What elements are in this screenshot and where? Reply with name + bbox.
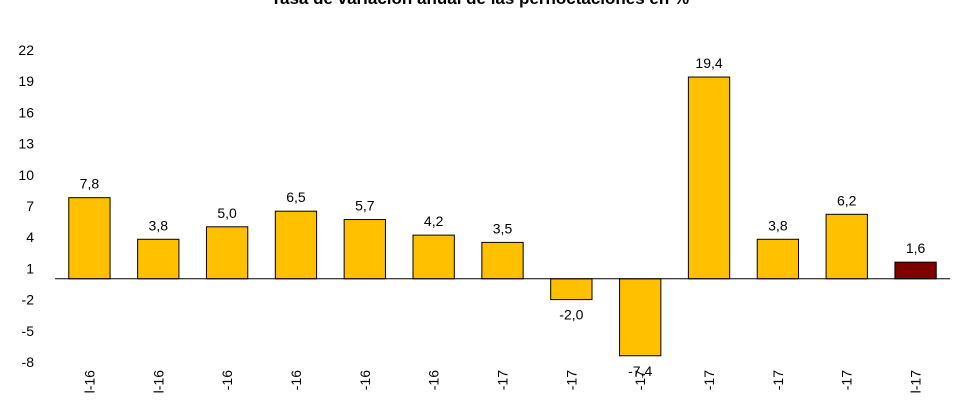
- bar: [68, 197, 111, 280]
- data-label: 3,5: [493, 220, 513, 236]
- y-tick-label: -5: [22, 323, 35, 339]
- y-tick-label: 10: [18, 167, 34, 183]
- x-tick-label: l-16: [81, 370, 97, 394]
- data-label: -7,4: [628, 363, 652, 379]
- bar: [205, 226, 249, 280]
- y-axis-ticks: 22 19 16 13 10 7 4 1 -2 -5 -8: [18, 42, 34, 370]
- x-tick-label: -17: [495, 370, 511, 390]
- data-labels-group: 7,8 3,8 5,0 6,5 5,7 4,2 3,5 -2,0 -7,4 19,4 3,8 6,2 1…: [80, 55, 926, 379]
- x-axis-labels: l-16 l-16 -16 -16 -16 -16 -17 -17 -17 -17 -17 -17 l-…: [81, 370, 923, 394]
- data-label: 4,2: [424, 213, 444, 229]
- data-label: 3,8: [768, 217, 788, 233]
- y-tick-label: -8: [22, 354, 35, 370]
- data-label: 7,8: [80, 176, 100, 192]
- bars-group: [68, 76, 937, 357]
- data-label: 6,5: [286, 189, 306, 205]
- data-label: 3,8: [149, 217, 169, 233]
- data-label: -2,0: [559, 307, 583, 323]
- x-tick-label: l-16: [150, 370, 166, 394]
- data-label: 6,2: [837, 192, 857, 208]
- data-label: 5,7: [355, 198, 375, 214]
- y-tick-label: 22: [18, 42, 34, 58]
- y-tick-label: -2: [22, 292, 35, 308]
- y-tick-label: 7: [26, 198, 34, 214]
- y-tick-label: 16: [18, 104, 34, 120]
- y-tick-label: 1: [26, 260, 34, 276]
- bar: [894, 261, 937, 280]
- data-label: 1,6: [906, 240, 926, 256]
- y-tick-label: 4: [26, 229, 34, 245]
- x-tick-label: -17: [839, 370, 855, 390]
- x-tick-label: -17: [770, 370, 786, 390]
- data-label: 5,0: [217, 205, 237, 221]
- x-tick-label: -16: [426, 370, 442, 390]
- x-tick-label: -17: [563, 370, 579, 390]
- bar: [687, 76, 731, 280]
- bar: [619, 278, 662, 357]
- x-tick-label: -17: [632, 370, 648, 390]
- x-tick-label: -16: [288, 370, 304, 390]
- y-tick-label: 13: [18, 136, 34, 152]
- y-tick-label: 19: [18, 73, 34, 89]
- x-tick-label: -16: [357, 370, 373, 390]
- data-label: 19,4: [695, 55, 722, 71]
- bar: [825, 213, 868, 280]
- bar: [550, 278, 593, 301]
- bar: [412, 234, 455, 280]
- bar: [274, 210, 318, 280]
- x-tick-label: l-17: [908, 370, 924, 394]
- x-tick-label: -17: [701, 370, 717, 390]
- chart-title: Tasa de variación anual de las pernoctac…: [271, 0, 689, 8]
- bar: [137, 238, 180, 280]
- x-tick-label: -16: [219, 370, 235, 390]
- bar: [343, 219, 386, 280]
- bar: [481, 241, 524, 280]
- bar: [756, 238, 800, 280]
